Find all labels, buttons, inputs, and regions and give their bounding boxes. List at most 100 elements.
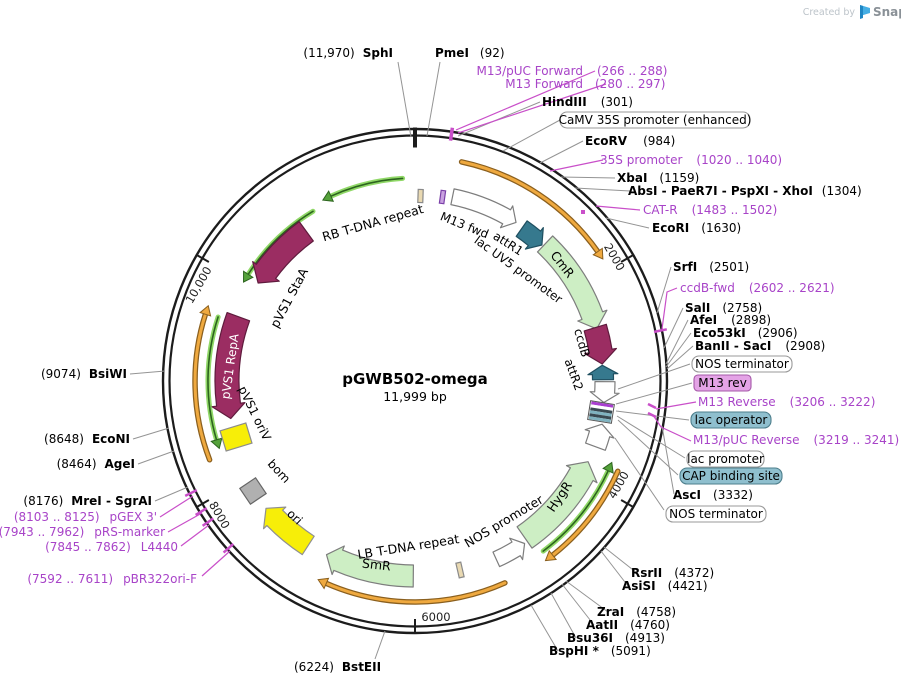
attr2-arrow[interactable] [587,364,619,381]
primer-label-l4440[interactable]: (7845 .. 7862) L4440 [45,540,178,554]
site-label-eco53ki[interactable]: Eco53kI (2906) [693,326,798,340]
position-tick [195,499,210,509]
cmr-arrow[interactable] [536,235,608,330]
staa-direction-arc-core [247,210,314,276]
primer-label-m13-reverse[interactable]: M13 Reverse (3206 .. 3222) [698,395,875,409]
boxed-label-lac-operator[interactable] [690,411,772,429]
smr-arrow[interactable] [325,545,414,588]
leader-line [574,187,631,192]
nos-terminator-arrow-2[interactable] [584,423,615,451]
position-tick-label: 6000 [421,610,450,624]
leader-line [663,307,684,349]
smr-label[interactable]: SmR [361,556,392,574]
lac-region-stripe [588,416,611,423]
feature-bar-tan-top[interactable] [417,188,424,204]
leader-line [665,319,689,365]
site-label-pmei[interactable]: PmeI (92) [435,46,505,60]
boxed-label-nos-terminator-2[interactable] [665,505,767,523]
leader-line [615,382,693,405]
hygr-promoter-arc-core [551,469,620,557]
site-label-ecori[interactable]: EcoRI (1630) [652,221,741,235]
primer-leader-line [180,524,210,547]
leader-line [137,450,175,465]
lac-region-block[interactable] [587,400,615,424]
repa-direction-arc-arrowhead-icon [210,437,223,450]
bom-box[interactable] [238,476,268,506]
site-label-bsteii[interactable]: (6224) BstEII [294,660,381,674]
bom-label[interactable]: bom [265,457,293,486]
primer-label-promoter-35s[interactable]: 35S promoter (1020 .. 1040) [600,153,782,167]
primer-site-tick [647,402,657,410]
primer-site-tick [448,127,455,141]
repa-promoter-arc-arrowhead-icon [199,304,212,317]
leader-line [530,604,559,652]
site-label-banii[interactable]: BanII - SacI (2908) [695,339,825,353]
snapgene-logo-icon-fold [860,5,863,19]
boxed-label-nos-terminator-1[interactable] [691,355,793,373]
site-label-afei[interactable]: AfeI (2898) [690,313,771,327]
site-label-asci[interactable]: AscI (3332) [673,488,753,502]
site-label-bsu36i[interactable]: Bsu36I (4913) [567,631,665,645]
site-label-sphi[interactable]: (11,970) SphI [303,46,393,60]
camv-35s-promoter-arc-arrowhead-icon [592,247,604,260]
primer-label-m13-puc-forward[interactable]: M13/pUC Forward [476,64,583,78]
primer-leader-line [549,159,604,172]
boxed-label-camv-text: CaMV 35S promoter (enhanced) [559,113,752,127]
primer-label-ccdb-fwd[interactable]: ccdB-fwd (2602 .. 2621) [680,281,835,295]
boxed-label-m13-rev[interactable] [693,374,752,392]
site-label-bsiwi[interactable]: (9074) BsiWI [41,367,127,381]
nos-terminator-arrow-1[interactable] [589,381,620,404]
boxed-label-camv[interactable] [559,111,751,129]
boxed-label-nos-terminator-1-text: NOS terminator [695,357,789,371]
pvs1-oriv-box[interactable] [219,422,253,452]
site-label-sali[interactable]: SalI (2758) [685,301,762,315]
primer-label-m13-forward[interactable]: M13 Forward [505,77,583,91]
pvs1-staa-arrow[interactable] [252,221,314,284]
nos-promoter-arrow[interactable] [492,537,526,568]
boxed-label-lac-operator-text: lac operator [695,413,768,427]
attr1-arrow[interactable] [515,220,544,250]
site-label-srfi[interactable]: SrfI (2501) [673,260,749,274]
site-label-zrai[interactable]: ZraI (4758) [597,605,676,619]
boxed-label-lac-promoter[interactable] [686,450,765,468]
site-label-bsphi[interactable]: BspHI * (5091) [549,644,651,658]
site-label-hindiii[interactable]: HindIII (301) [542,95,633,109]
primer-leader-line [159,495,194,518]
position-tick-label: 2000 [601,241,628,273]
site-label-xbai[interactable]: XbaI (1159) [617,171,699,185]
site-label-asisi[interactable]: AsiSI (4421) [622,579,708,593]
primer-label-pbr322ori-f[interactable]: (7592 .. 7611) pBR322ori-F [27,572,197,586]
primer-label-cat-r[interactable]: CAT-R (1483 .. 1502) [643,203,777,217]
rb-tdna-direction-arc[interactable] [328,175,406,199]
primer-leader-line [661,287,678,330]
primer-label-m13-forward-range[interactable]: (280 .. 297) [595,77,665,91]
ori-arrow[interactable] [263,506,315,556]
site-label-agei[interactable]: (8464) AgeI [57,457,135,471]
boxed-label-cap-binding[interactable] [679,467,783,485]
hygr-arrow[interactable] [516,461,598,549]
primer-label-m13-puc-forward-range[interactable]: (266 .. 288) [597,64,667,78]
site-label-absi[interactable]: AbsI - PaeR7I - PspXI - XhoI (1304) [628,184,862,198]
rb-tdna-repeat-label[interactable]: RB T-DNA repeat [320,201,425,244]
ccdb-arrow[interactable] [583,323,617,365]
site-label-rsrii[interactable]: RsrII (4372) [631,566,714,580]
primer-label-prs-marker[interactable]: (7943 .. 7962) pRS-marker [0,525,165,539]
site-label-mrei[interactable]: (8176) MreI - SgrAI [23,494,152,508]
site-label-ecorv[interactable]: EcoRV (984) [585,134,675,148]
site-label-econi[interactable]: (8648) EcoNI [44,432,130,446]
leader-line [550,592,577,639]
lac-region-stripe [590,407,613,414]
feature-bar-lilac-top[interactable] [438,189,447,205]
staa-direction-arc-arrowhead-icon [243,270,254,283]
attr2-label[interactable]: attR2 [562,357,586,393]
primer-leader-line [652,414,692,442]
m13-fwd-arrow[interactable] [450,188,517,229]
feature-bar-tan-bottom[interactable] [455,561,465,579]
primer-label-m13-puc-reverse[interactable]: M13/pUC Reverse (3219 .. 3241) [693,433,899,447]
site-label-aatii[interactable]: AatII (4760) [586,618,670,632]
smr-promoter-arc-arrowhead-icon [317,577,330,590]
rb-tdna-direction-arc-arrowhead-icon [321,190,335,202]
watermark-created-by: Created by [803,7,856,18]
primer-label-pgex-3[interactable]: (8103 .. 8125) pGEX 3' [14,510,157,524]
pvs1-repa-arrow[interactable] [211,312,251,420]
